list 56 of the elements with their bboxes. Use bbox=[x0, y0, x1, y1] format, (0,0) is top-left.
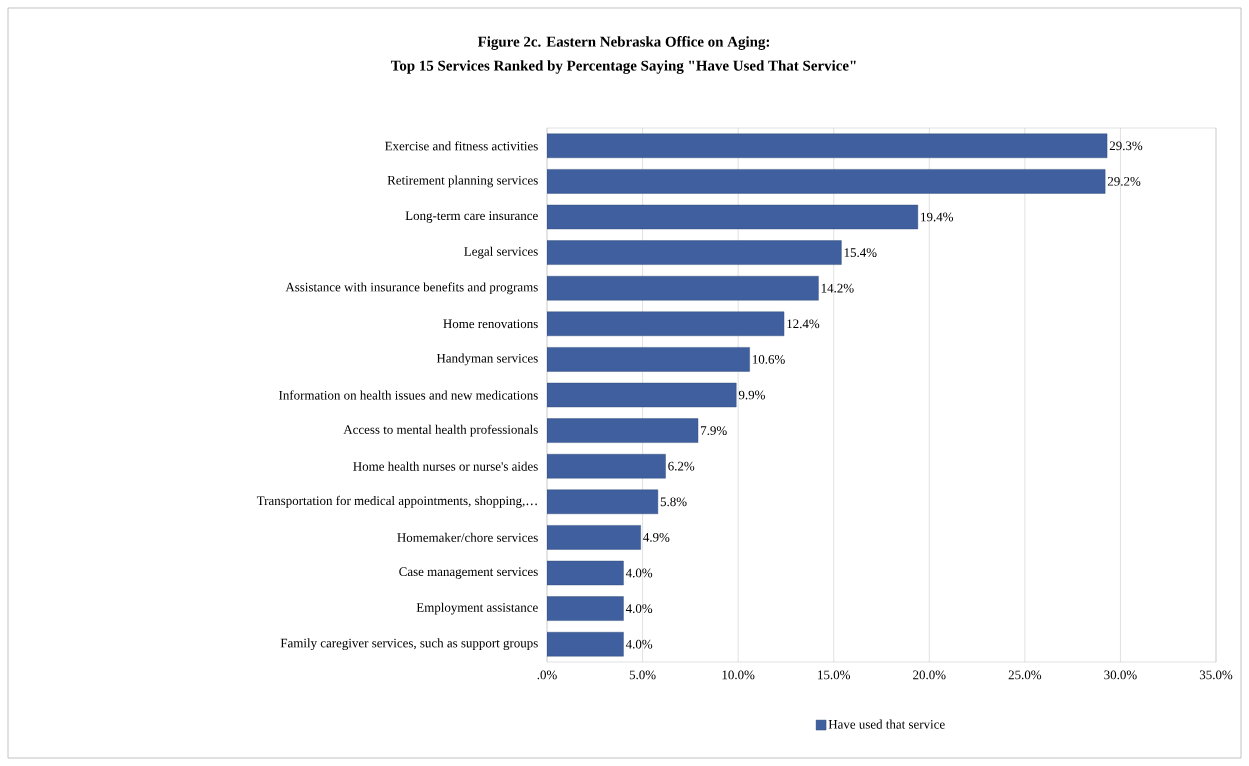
bar bbox=[547, 525, 641, 550]
x-tick-label: 20.0% bbox=[913, 670, 946, 680]
y-tick-label: Exercise and fitness activities bbox=[385, 141, 538, 151]
text: 7.9% bbox=[701, 426, 727, 436]
bar bbox=[547, 489, 659, 514]
text: 12.4% bbox=[787, 319, 820, 329]
y-tick-label: Access to mental health professionals bbox=[343, 424, 538, 437]
x-tick-label: 10.0% bbox=[722, 670, 755, 680]
y-tick-label: Long-term care insurance bbox=[405, 211, 538, 223]
bar bbox=[547, 347, 750, 372]
text: 10.6% bbox=[752, 355, 785, 364]
text: 29.3% bbox=[1109, 141, 1143, 151]
chart-subtitle: Top 15 Services Ranked by Percentage Saying "Have Used That Service" bbox=[390, 60, 856, 74]
text: 4.0% bbox=[625, 639, 653, 649]
bar bbox=[547, 632, 624, 657]
bar bbox=[547, 454, 666, 479]
text: 15.4% bbox=[844, 248, 877, 257]
bar bbox=[547, 596, 624, 621]
y-tick-label: Assistance with insurance benefits and programs bbox=[285, 282, 538, 295]
bar bbox=[547, 382, 737, 408]
text: 5.8% bbox=[660, 497, 687, 507]
bar bbox=[547, 560, 624, 586]
bar bbox=[547, 240, 842, 265]
text: 4.9% bbox=[643, 533, 670, 542]
y-tick-label: Case management services bbox=[399, 567, 538, 579]
text: 14.2% bbox=[821, 283, 854, 293]
y-tick-label: Information on health issues and new medications bbox=[279, 390, 538, 400]
bar bbox=[547, 276, 819, 301]
bar bbox=[547, 418, 699, 443]
text: 19.4% bbox=[921, 212, 954, 222]
y-tick-label: Homemaker/chore services bbox=[397, 532, 538, 542]
text: 4.0% bbox=[625, 604, 653, 614]
chart-title: Figure 2c. Eastern Nebraska Office on Aging: bbox=[477, 36, 770, 50]
y-tick-label: Retirement planning services bbox=[387, 175, 538, 188]
bar bbox=[547, 133, 1108, 158]
y-tick-label: Home renovations bbox=[443, 319, 538, 329]
y-tick-label: Legal services bbox=[464, 246, 538, 259]
x-tick-label: .0% bbox=[537, 670, 557, 680]
text: 29.2% bbox=[1107, 177, 1141, 186]
x-tick-label: 5.0% bbox=[629, 670, 656, 680]
text: 6.2% bbox=[668, 461, 695, 471]
bar bbox=[547, 169, 1106, 194]
y-tick-label: Handyman services bbox=[436, 353, 538, 366]
legend-label: Have used that service bbox=[828, 719, 945, 729]
bar bbox=[547, 311, 785, 336]
text: 4.0% bbox=[625, 568, 653, 578]
text: 9.9% bbox=[738, 390, 765, 400]
x-tick-label: 35.0% bbox=[1199, 670, 1233, 680]
y-tick-label: Family caregiver services, such as support groups bbox=[280, 638, 538, 651]
y-tick-label: Home health nurses or nurse's aides bbox=[353, 461, 538, 471]
y-tick-label: Transportation for medical appointments, shopping,… bbox=[256, 495, 537, 508]
x-tick-label: 15.0% bbox=[818, 670, 850, 680]
x-tick-label: 25.0% bbox=[1008, 670, 1042, 680]
bar bbox=[547, 204, 919, 230]
x-tick-label: 30.0% bbox=[1104, 670, 1137, 680]
y-tick-label: Employment assistance bbox=[416, 602, 538, 615]
